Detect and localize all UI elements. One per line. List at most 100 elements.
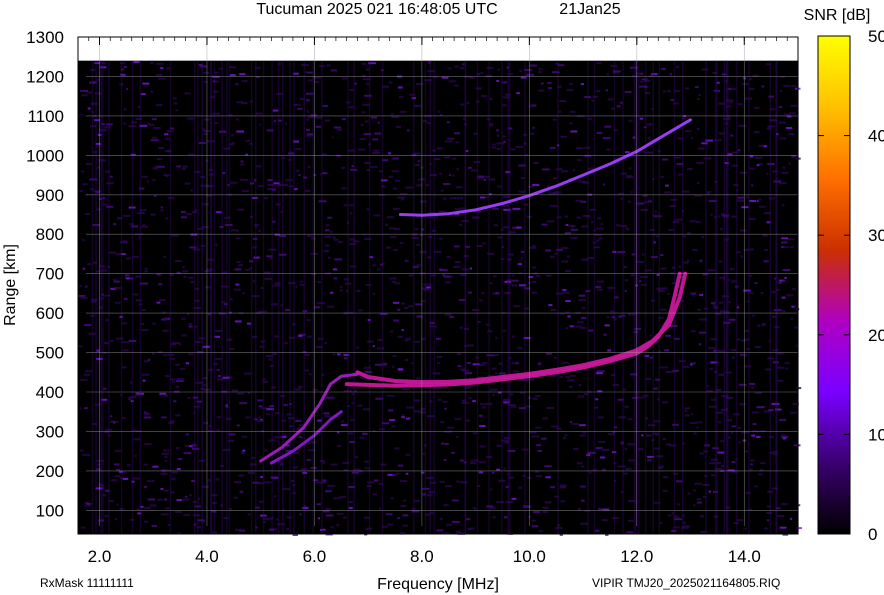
rxmask-note: RxMask 11111111 bbox=[40, 576, 134, 590]
noise-speckle bbox=[727, 153, 733, 156]
noise-speckle bbox=[782, 246, 789, 248]
noise-speckle bbox=[677, 137, 683, 140]
noise-speckle bbox=[82, 183, 88, 186]
noise-speckle bbox=[100, 66, 107, 69]
noise-speckle bbox=[236, 424, 240, 427]
noise-speckle bbox=[545, 274, 552, 277]
noise-speckle bbox=[545, 476, 551, 479]
noise-speckle bbox=[194, 405, 201, 408]
noise-speckle bbox=[743, 289, 751, 292]
noise-speckle bbox=[85, 163, 92, 165]
noise-speckle bbox=[163, 354, 168, 357]
noise-streak bbox=[108, 60, 110, 535]
noise-speckle bbox=[575, 311, 581, 314]
noise-speckle bbox=[710, 338, 717, 341]
noise-speckle bbox=[596, 227, 604, 230]
noise-speckle bbox=[382, 159, 389, 162]
noise-speckle bbox=[277, 184, 281, 187]
noise-speckle bbox=[198, 142, 206, 144]
noise-speckle bbox=[628, 519, 634, 522]
noise-speckle bbox=[573, 169, 576, 172]
noise-speckle bbox=[693, 504, 696, 507]
noise-speckle bbox=[512, 226, 520, 229]
noise-speckle bbox=[350, 265, 357, 268]
noise-speckle bbox=[271, 188, 276, 191]
noise-speckle bbox=[215, 357, 222, 360]
noise-speckle bbox=[441, 532, 450, 535]
noise-speckle bbox=[208, 168, 213, 171]
noise-speckle bbox=[436, 147, 444, 150]
noise-speckle bbox=[128, 206, 136, 209]
noise-speckle bbox=[777, 352, 784, 355]
noise-speckle bbox=[528, 276, 534, 279]
noise-speckle bbox=[704, 444, 710, 447]
noise-speckle bbox=[231, 134, 234, 137]
noise-speckle bbox=[157, 498, 163, 501]
noise-speckle bbox=[732, 151, 739, 154]
noise-speckle bbox=[499, 372, 506, 375]
noise-speckle bbox=[249, 463, 257, 466]
noise-speckle bbox=[132, 477, 140, 480]
noise-speckle bbox=[752, 423, 757, 426]
noise-speckle bbox=[101, 123, 105, 126]
noise-speckle bbox=[498, 391, 502, 394]
noise-speckle bbox=[481, 292, 486, 295]
noise-speckle bbox=[413, 399, 420, 402]
noise-speckle bbox=[408, 274, 413, 277]
noise-speckle bbox=[658, 289, 665, 292]
noise-speckle bbox=[537, 89, 545, 92]
noise-speckle bbox=[242, 449, 246, 452]
noise-speckle bbox=[268, 358, 272, 361]
noise-speckle bbox=[207, 479, 211, 482]
noise-speckle bbox=[124, 471, 127, 474]
noise-speckle bbox=[414, 340, 420, 343]
noise-speckle bbox=[102, 387, 107, 390]
noise-speckle bbox=[576, 216, 581, 219]
noise-speckle bbox=[511, 284, 518, 287]
noise-speckle bbox=[604, 125, 612, 128]
noise-speckle bbox=[772, 453, 778, 456]
noise-speckle bbox=[144, 267, 148, 270]
noise-speckle bbox=[341, 77, 348, 80]
noise-speckle bbox=[580, 326, 587, 329]
noise-speckle bbox=[675, 65, 680, 68]
noise-speckle bbox=[212, 502, 217, 504]
y-tick-label: 200 bbox=[36, 462, 64, 481]
noise-speckle bbox=[159, 392, 167, 395]
noise-speckle bbox=[377, 339, 382, 342]
noise-speckle bbox=[783, 84, 791, 87]
noise-speckle bbox=[618, 416, 627, 419]
noise-speckle bbox=[565, 270, 572, 273]
noise-speckle bbox=[782, 533, 789, 536]
noise-speckle bbox=[252, 335, 258, 338]
noise-speckle bbox=[546, 220, 555, 223]
noise-speckle bbox=[364, 94, 372, 97]
noise-speckle bbox=[744, 354, 748, 357]
noise-streak bbox=[638, 60, 640, 535]
noise-speckle bbox=[413, 104, 418, 107]
noise-speckle bbox=[500, 258, 505, 261]
noise-speckle bbox=[684, 407, 691, 410]
noise-speckle bbox=[108, 434, 111, 437]
noise-speckle bbox=[767, 125, 775, 128]
noise-speckle bbox=[596, 62, 602, 64]
noise-speckle bbox=[115, 449, 121, 452]
noise-speckle bbox=[466, 101, 470, 104]
noise-speckle bbox=[306, 133, 314, 136]
noise-speckle bbox=[210, 96, 216, 99]
noise-speckle bbox=[114, 475, 120, 478]
noise-speckle bbox=[264, 481, 272, 484]
noise-speckle bbox=[649, 229, 655, 232]
noise-speckle bbox=[614, 296, 619, 299]
noise-speckle bbox=[496, 79, 500, 82]
noise-speckle bbox=[299, 283, 305, 286]
noise-speckle bbox=[709, 462, 716, 465]
noise-speckle bbox=[438, 210, 445, 213]
noise-speckle bbox=[222, 376, 230, 379]
noise-speckle bbox=[741, 83, 749, 85]
noise-speckle bbox=[647, 455, 655, 458]
noise-speckle bbox=[104, 515, 109, 518]
noise-speckle bbox=[104, 431, 110, 433]
noise-speckle bbox=[258, 405, 263, 408]
